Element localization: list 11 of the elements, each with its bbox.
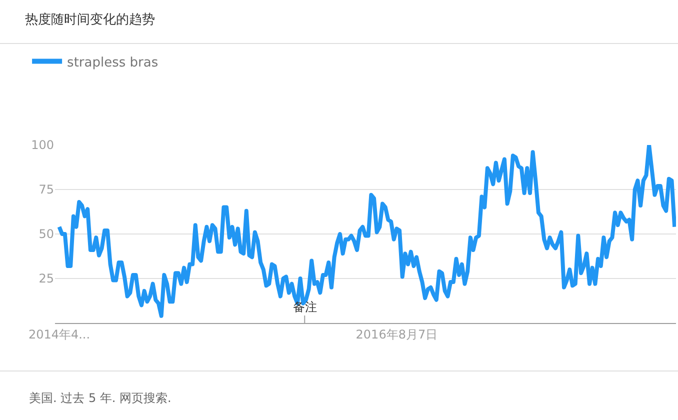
- text: 美国. 过去 5 年. 网页搜索.: [29, 391, 172, 405]
- line-series: [57, 145, 676, 318]
- y-tick-label: 75: [38, 182, 54, 197]
- annotation: 备注: [293, 300, 317, 314]
- x-tick-label: 2014年4...: [28, 327, 90, 342]
- x-tick-label: 2016年8月7日: [356, 327, 438, 342]
- legend-label: strapless bras: [67, 55, 158, 70]
- y-tick-label: 25: [38, 272, 54, 286]
- chart-title: 热度随时间变化的趋势: [25, 11, 156, 28]
- y-tick-label: 100: [31, 138, 54, 152]
- y-tick-label: 50: [38, 227, 54, 242]
